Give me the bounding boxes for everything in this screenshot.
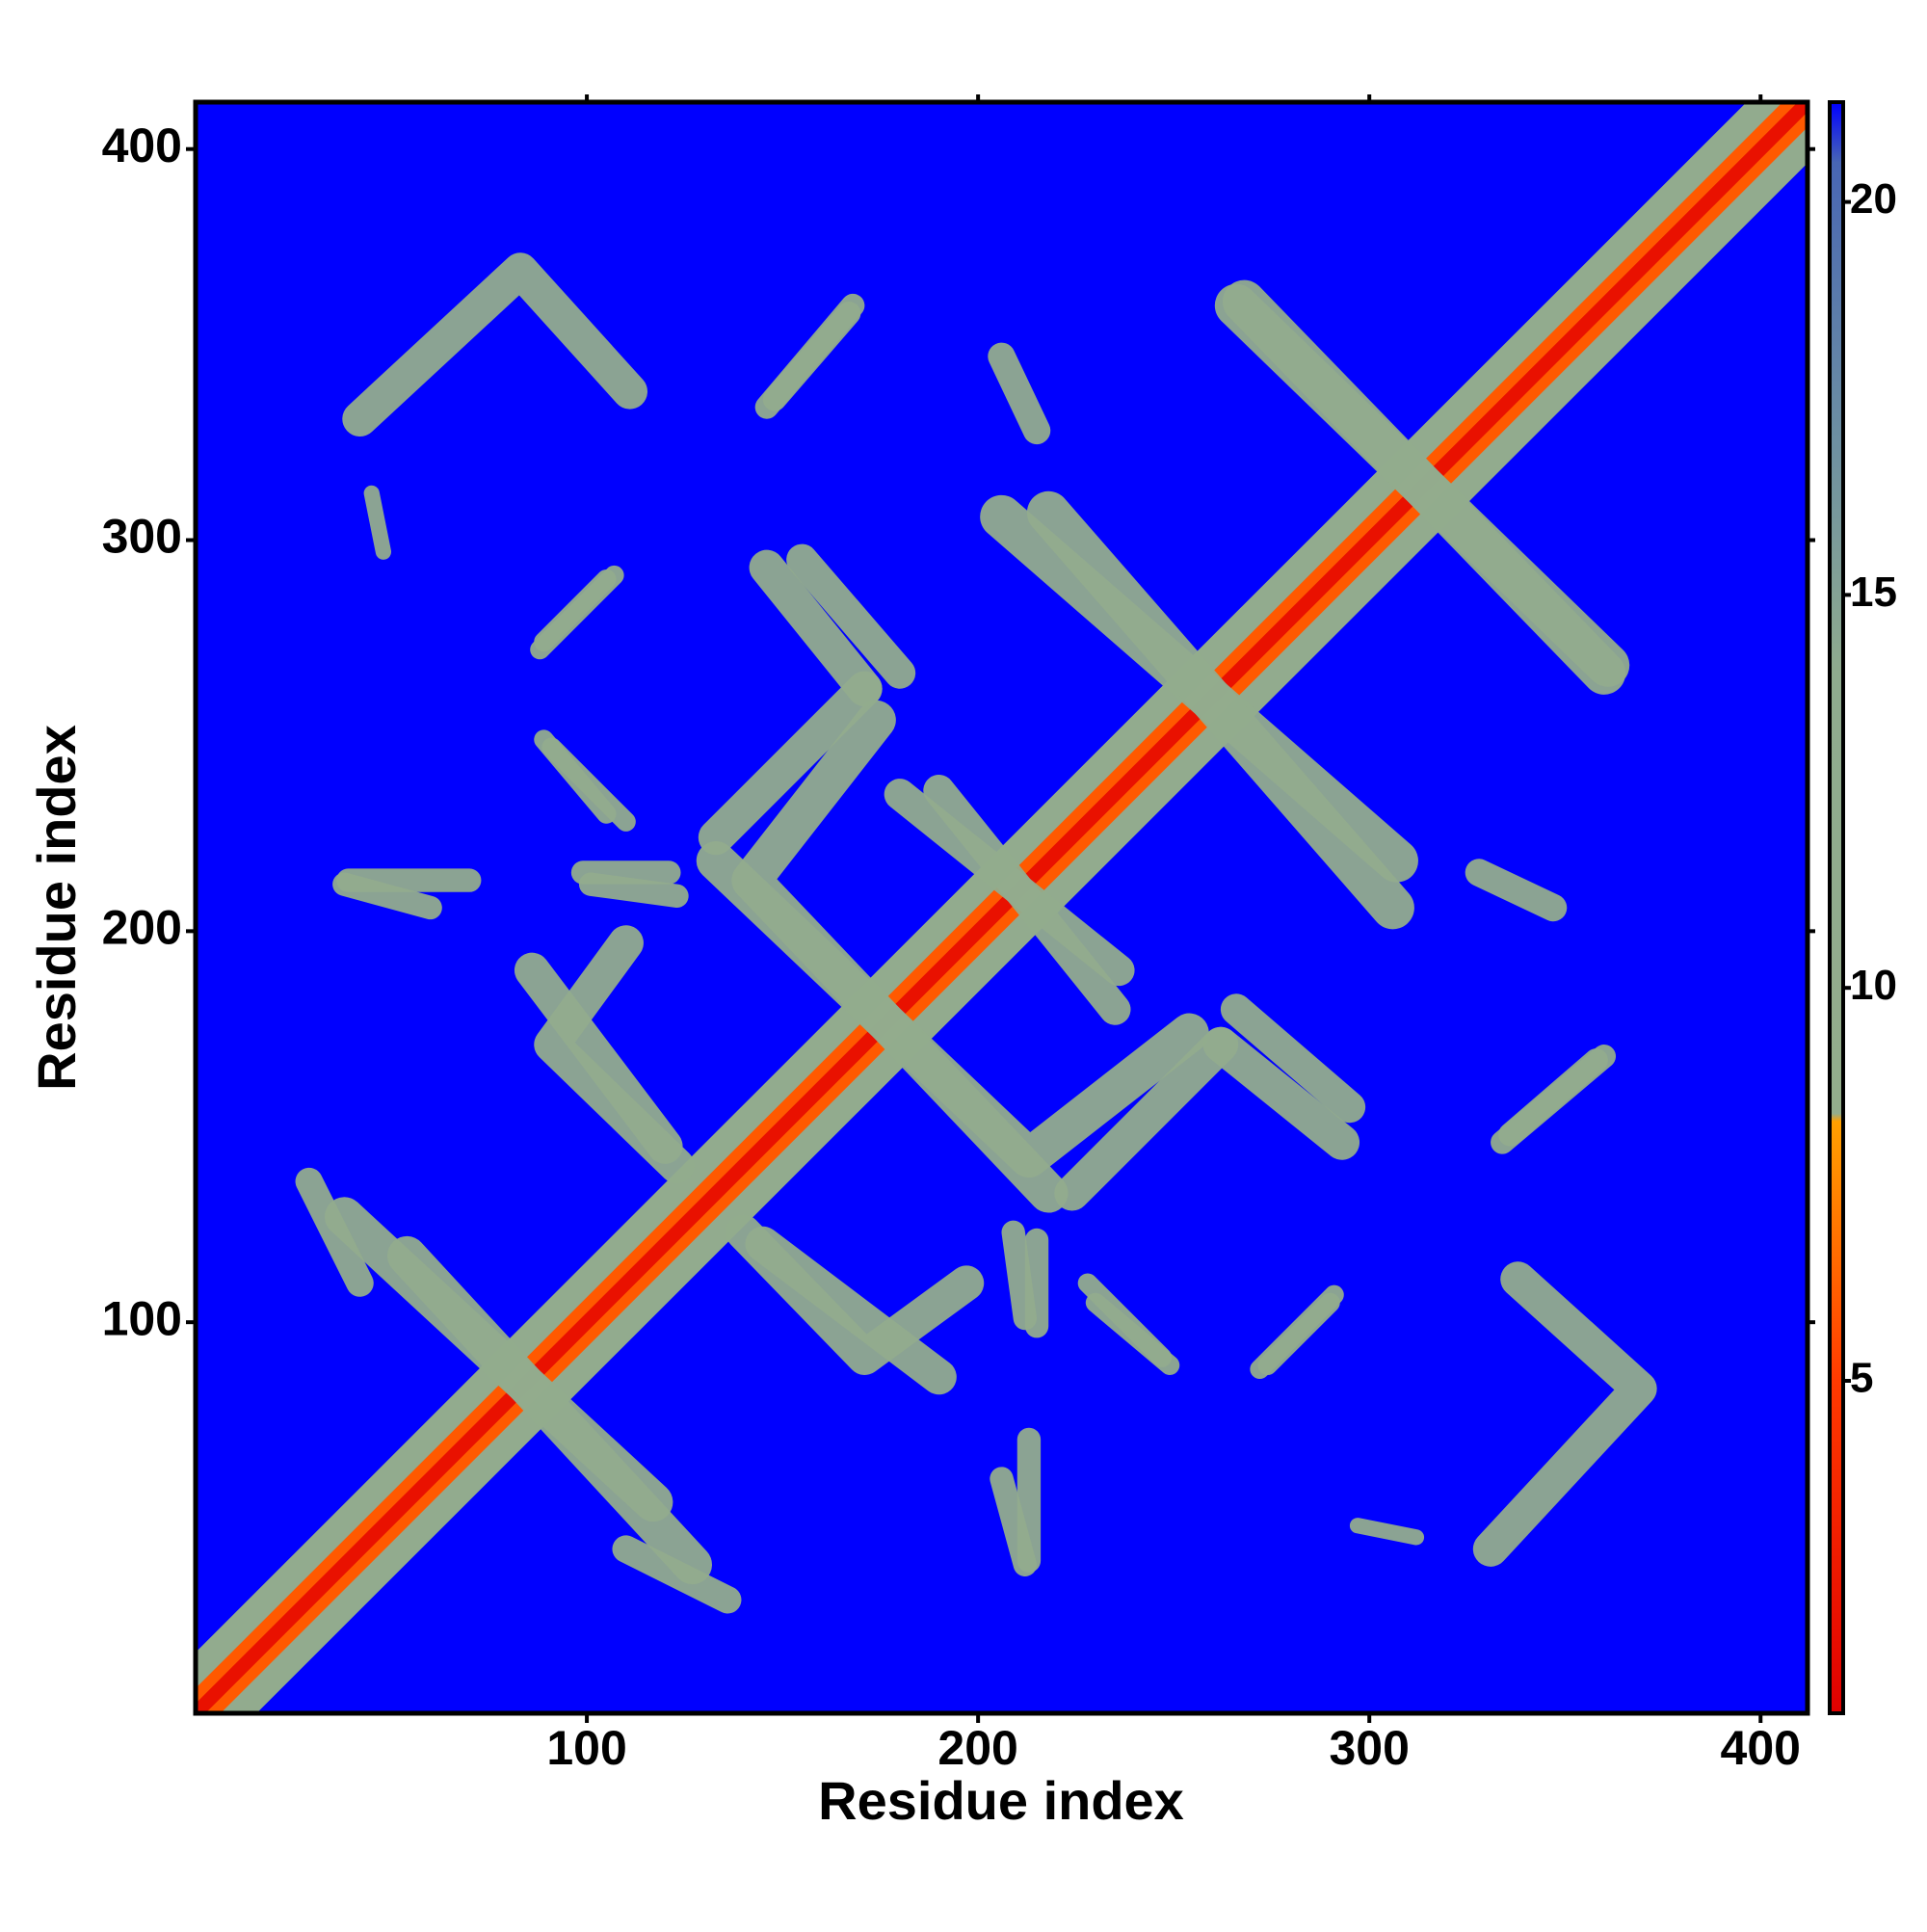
contact-band bbox=[990, 1467, 1038, 1576]
contact-band-mirror bbox=[1202, 1026, 1360, 1160]
contact-band-mirror bbox=[1054, 1026, 1239, 1211]
contact-band bbox=[1220, 993, 1366, 1124]
y-tick-label: 200 bbox=[102, 901, 182, 955]
contact-map bbox=[196, 102, 1808, 1713]
contact-band-mirror bbox=[1222, 279, 1626, 695]
contact-band-mirror bbox=[1349, 1518, 1425, 1546]
contact-band-mirror bbox=[1026, 490, 1414, 930]
x-tick-label: 100 bbox=[546, 1721, 626, 1775]
contact-band-mirror bbox=[325, 1197, 673, 1522]
colorbar-frame bbox=[1828, 100, 1845, 1715]
contact-band bbox=[295, 1167, 374, 1297]
colorbar-tick-label: 5 bbox=[1850, 1355, 1873, 1402]
contact-band-mirror bbox=[541, 737, 636, 832]
x-tick-label: 300 bbox=[1329, 1721, 1409, 1775]
contact-band bbox=[1250, 1284, 1344, 1380]
colorbar bbox=[1830, 102, 1843, 1713]
contact-band-mirror bbox=[762, 301, 861, 411]
y-tick-label: 400 bbox=[102, 119, 182, 172]
contact-band-mirror bbox=[534, 925, 695, 1184]
contact-band-mirror bbox=[612, 1535, 742, 1614]
contact-band-mirror bbox=[196, 102, 1808, 1713]
contact-band-mirror bbox=[1465, 859, 1568, 922]
contact-band bbox=[363, 485, 392, 560]
contact-band-mirror bbox=[530, 565, 624, 660]
contact-band-mirror bbox=[332, 872, 442, 920]
y-tick-label: 300 bbox=[102, 510, 182, 564]
contact-band bbox=[1498, 1048, 1608, 1147]
colorbar-tick-label: 20 bbox=[1850, 175, 1897, 223]
contact-band-mirror bbox=[786, 543, 916, 689]
contact-band-mirror bbox=[1472, 1261, 1657, 1567]
contact-band bbox=[749, 549, 883, 707]
plot-frame bbox=[193, 99, 1810, 1716]
contact-band bbox=[342, 252, 648, 437]
contact-band-mirror bbox=[578, 872, 689, 909]
colorbar-tick-label: 15 bbox=[1850, 569, 1897, 616]
contact-band bbox=[1001, 1220, 1038, 1331]
colorbar-tick-label: 10 bbox=[1850, 962, 1897, 1009]
contact-band bbox=[726, 1214, 985, 1375]
x-tick-label: 400 bbox=[1721, 1721, 1801, 1775]
contact-band bbox=[1077, 1273, 1173, 1367]
y-axis-title: Residue index bbox=[26, 725, 87, 1091]
contact-band bbox=[698, 671, 883, 856]
x-axis-title: Residue index bbox=[818, 1770, 1184, 1831]
contact-band-mirror bbox=[731, 700, 1069, 1213]
contact-band-mirror bbox=[884, 779, 1135, 987]
y-tick-label: 100 bbox=[102, 1291, 182, 1345]
contact-band bbox=[988, 342, 1051, 445]
x-tick-label: 200 bbox=[937, 1721, 1017, 1775]
